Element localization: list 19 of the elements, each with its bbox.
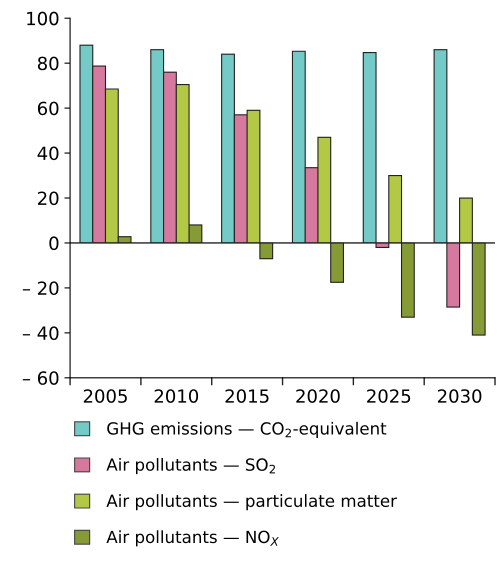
x-tick-label: 2030: [438, 389, 482, 403]
x-tick-label: 2005: [84, 389, 127, 403]
y-tick-label: 20: [38, 191, 58, 206]
x-tick-label: 2015: [225, 389, 269, 403]
legend-label: Air pollutants — NO$_{X}$: [106, 530, 279, 546]
y-tick-label: 80: [38, 56, 58, 70]
y-tick-label: 40: [38, 146, 58, 160]
x-tick-label: 2020: [296, 389, 340, 403]
x-tick-label: 2025: [367, 389, 410, 403]
y-tick-label: 60: [38, 102, 58, 116]
legend-label: Air pollutants — particulate matter: [106, 494, 397, 510]
y-tick-label: – 60: [22, 371, 58, 385]
y-tick-label: 100: [27, 12, 58, 26]
legend-label: Air pollutants — SO$_{2}$: [106, 458, 275, 474]
y-tick-label: – 40: [22, 326, 58, 340]
y-tick-label: 0: [49, 236, 58, 250]
y-tick-label: – 20: [22, 281, 58, 296]
legend-label: GHG emissions — CO$_{2}$-equivalent: [107, 422, 386, 438]
x-tick-label: 2010: [154, 389, 198, 403]
